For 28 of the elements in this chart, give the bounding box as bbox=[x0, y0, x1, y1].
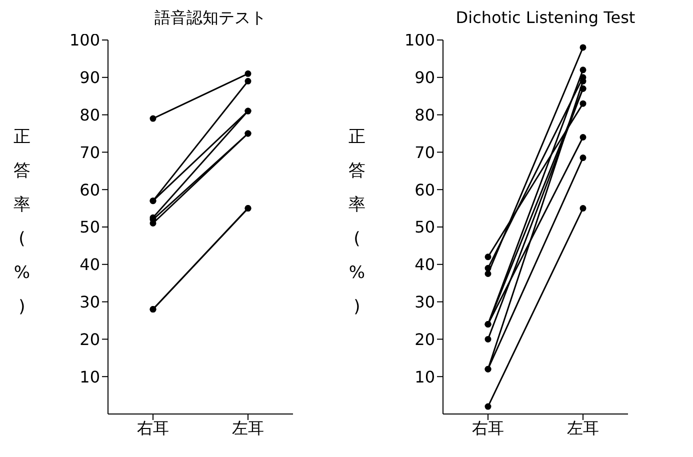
y-tick-label: 40 bbox=[80, 255, 100, 274]
y-tick-label: 100 bbox=[69, 30, 100, 50]
y-tick-label: 30 bbox=[414, 292, 435, 312]
y-tick-label: 20 bbox=[414, 330, 435, 349]
x-tick-label: 右耳 bbox=[472, 418, 504, 438]
y-tick-label: 70 bbox=[80, 142, 100, 162]
y-tick-label: 70 bbox=[414, 142, 435, 162]
y-tick-label: 50 bbox=[414, 218, 435, 237]
y-tick-label: 80 bbox=[414, 105, 435, 124]
chart-title: Dichotic Listening Test bbox=[456, 8, 636, 27]
y-tick-label: 10 bbox=[80, 367, 100, 386]
y-tick-label: 90 bbox=[80, 68, 100, 88]
x-tick-label: 左耳 bbox=[232, 418, 264, 438]
y-axis-title: 正答率(%) bbox=[348, 127, 366, 317]
y-tick-label: 20 bbox=[80, 330, 100, 349]
y-tick-label: 40 bbox=[414, 255, 435, 274]
y-tick-label: 80 bbox=[80, 105, 100, 124]
y-tick-label: 100 bbox=[404, 30, 435, 50]
y-tick-label: 60 bbox=[80, 180, 100, 200]
y-axis-title: 正答率(%) bbox=[14, 127, 30, 317]
chart-title: 語音認知テスト bbox=[154, 8, 266, 27]
y-tick-label: 10 bbox=[414, 367, 435, 386]
y-tick-label: 30 bbox=[80, 292, 100, 312]
x-tick-label: 右耳 bbox=[137, 418, 169, 438]
y-tick-label: 60 bbox=[414, 180, 435, 200]
x-tick-label: 左耳 bbox=[567, 418, 599, 438]
y-tick-label: 90 bbox=[414, 68, 435, 88]
y-tick-label: 50 bbox=[80, 218, 100, 237]
